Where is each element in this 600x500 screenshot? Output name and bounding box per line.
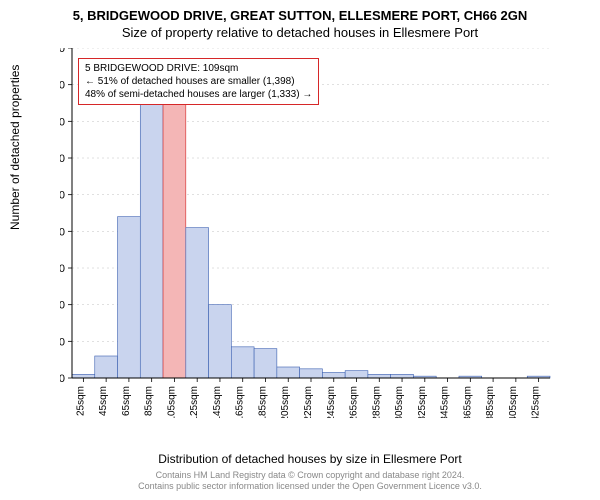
footer-line1: Contains HM Land Registry data © Crown c… bbox=[60, 470, 560, 481]
svg-text:700: 700 bbox=[60, 116, 65, 128]
annotation-line3: 48% of semi-detached houses are larger (… bbox=[85, 88, 312, 101]
svg-text:365sqm: 365sqm bbox=[462, 386, 473, 418]
svg-text:200: 200 bbox=[60, 300, 65, 312]
histogram-bar bbox=[140, 99, 163, 378]
svg-text:425sqm: 425sqm bbox=[531, 386, 542, 418]
histogram-bar bbox=[300, 369, 323, 378]
svg-text:265sqm: 265sqm bbox=[349, 386, 360, 418]
svg-text:185sqm: 185sqm bbox=[257, 386, 268, 418]
svg-text:405sqm: 405sqm bbox=[508, 386, 519, 418]
svg-text:0: 0 bbox=[60, 373, 65, 385]
svg-text:105sqm: 105sqm bbox=[166, 386, 177, 418]
svg-text:225sqm: 225sqm bbox=[303, 386, 314, 418]
svg-text:305sqm: 305sqm bbox=[394, 386, 405, 418]
chart-title-line1: 5, BRIDGEWOOD DRIVE, GREAT SUTTON, ELLES… bbox=[0, 0, 600, 23]
svg-text:205sqm: 205sqm bbox=[280, 386, 291, 418]
svg-text:85sqm: 85sqm bbox=[144, 386, 155, 416]
svg-text:45sqm: 45sqm bbox=[98, 386, 109, 416]
annotation-line2: ← 51% of detached houses are smaller (1,… bbox=[85, 75, 312, 88]
svg-text:25sqm: 25sqm bbox=[75, 386, 86, 416]
svg-text:165sqm: 165sqm bbox=[235, 386, 246, 418]
svg-text:400: 400 bbox=[60, 226, 65, 238]
histogram-bar bbox=[368, 374, 391, 378]
highlighted-bar bbox=[163, 103, 186, 378]
footer-attribution: Contains HM Land Registry data © Crown c… bbox=[60, 470, 560, 492]
svg-text:125sqm: 125sqm bbox=[189, 386, 200, 418]
histogram-bar bbox=[322, 373, 345, 379]
svg-text:285sqm: 285sqm bbox=[371, 386, 382, 418]
chart-title-line2: Size of property relative to detached ho… bbox=[0, 23, 600, 40]
histogram-bar bbox=[391, 374, 414, 378]
histogram-bar bbox=[95, 356, 118, 378]
svg-text:65sqm: 65sqm bbox=[121, 386, 132, 416]
svg-text:325sqm: 325sqm bbox=[417, 386, 428, 418]
svg-text:900: 900 bbox=[60, 48, 65, 55]
histogram-bar bbox=[231, 347, 254, 378]
annotation-box: 5 BRIDGEWOOD DRIVE: 109sqm ← 51% of deta… bbox=[78, 58, 319, 105]
histogram-bar bbox=[186, 228, 209, 378]
histogram-bar bbox=[72, 374, 95, 378]
histogram-bar bbox=[345, 371, 368, 378]
svg-text:345sqm: 345sqm bbox=[440, 386, 451, 418]
histogram-bar bbox=[118, 217, 141, 378]
svg-text:245sqm: 245sqm bbox=[326, 386, 337, 418]
histogram-bar bbox=[277, 367, 300, 378]
svg-text:500: 500 bbox=[60, 190, 65, 202]
svg-text:600: 600 bbox=[60, 153, 65, 165]
y-axis-label: Number of detached properties bbox=[8, 65, 22, 230]
svg-text:100: 100 bbox=[60, 336, 65, 348]
svg-text:300: 300 bbox=[60, 263, 65, 275]
footer-line2: Contains public sector information licen… bbox=[60, 481, 560, 492]
histogram-bar bbox=[254, 349, 277, 378]
svg-text:145sqm: 145sqm bbox=[212, 386, 223, 418]
svg-text:800: 800 bbox=[60, 80, 65, 92]
histogram-bar bbox=[209, 305, 232, 378]
svg-text:385sqm: 385sqm bbox=[485, 386, 496, 418]
x-axis-label: Distribution of detached houses by size … bbox=[60, 452, 560, 466]
annotation-line1: 5 BRIDGEWOOD DRIVE: 109sqm bbox=[85, 62, 312, 75]
